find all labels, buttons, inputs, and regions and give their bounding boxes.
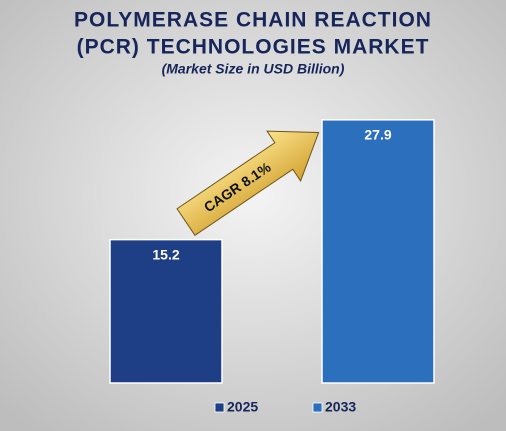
chart-title: (PCR) TECHNOLOGIES MARKET [77,36,430,59]
legend-marker [312,402,323,413]
legend-label: 2033 [325,399,356,415]
value-label: 27.9 [364,127,391,143]
chart-title: POLYMERASE CHAIN REACTION [74,9,432,32]
legend-label: 2025 [227,399,258,415]
legend-marker [214,402,225,413]
bar [321,119,435,384]
value-label: 15.2 [152,246,179,262]
bar [109,238,223,384]
arrow-shape [176,130,320,236]
chart-subtitle: (Market Size in USD Billion) [162,61,345,77]
